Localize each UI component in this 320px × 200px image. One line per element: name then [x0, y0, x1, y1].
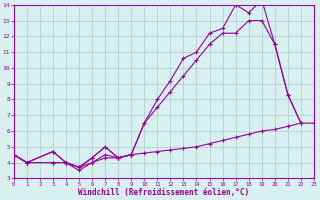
X-axis label: Windchill (Refroidissement éolien,°C): Windchill (Refroidissement éolien,°C) — [78, 188, 249, 197]
